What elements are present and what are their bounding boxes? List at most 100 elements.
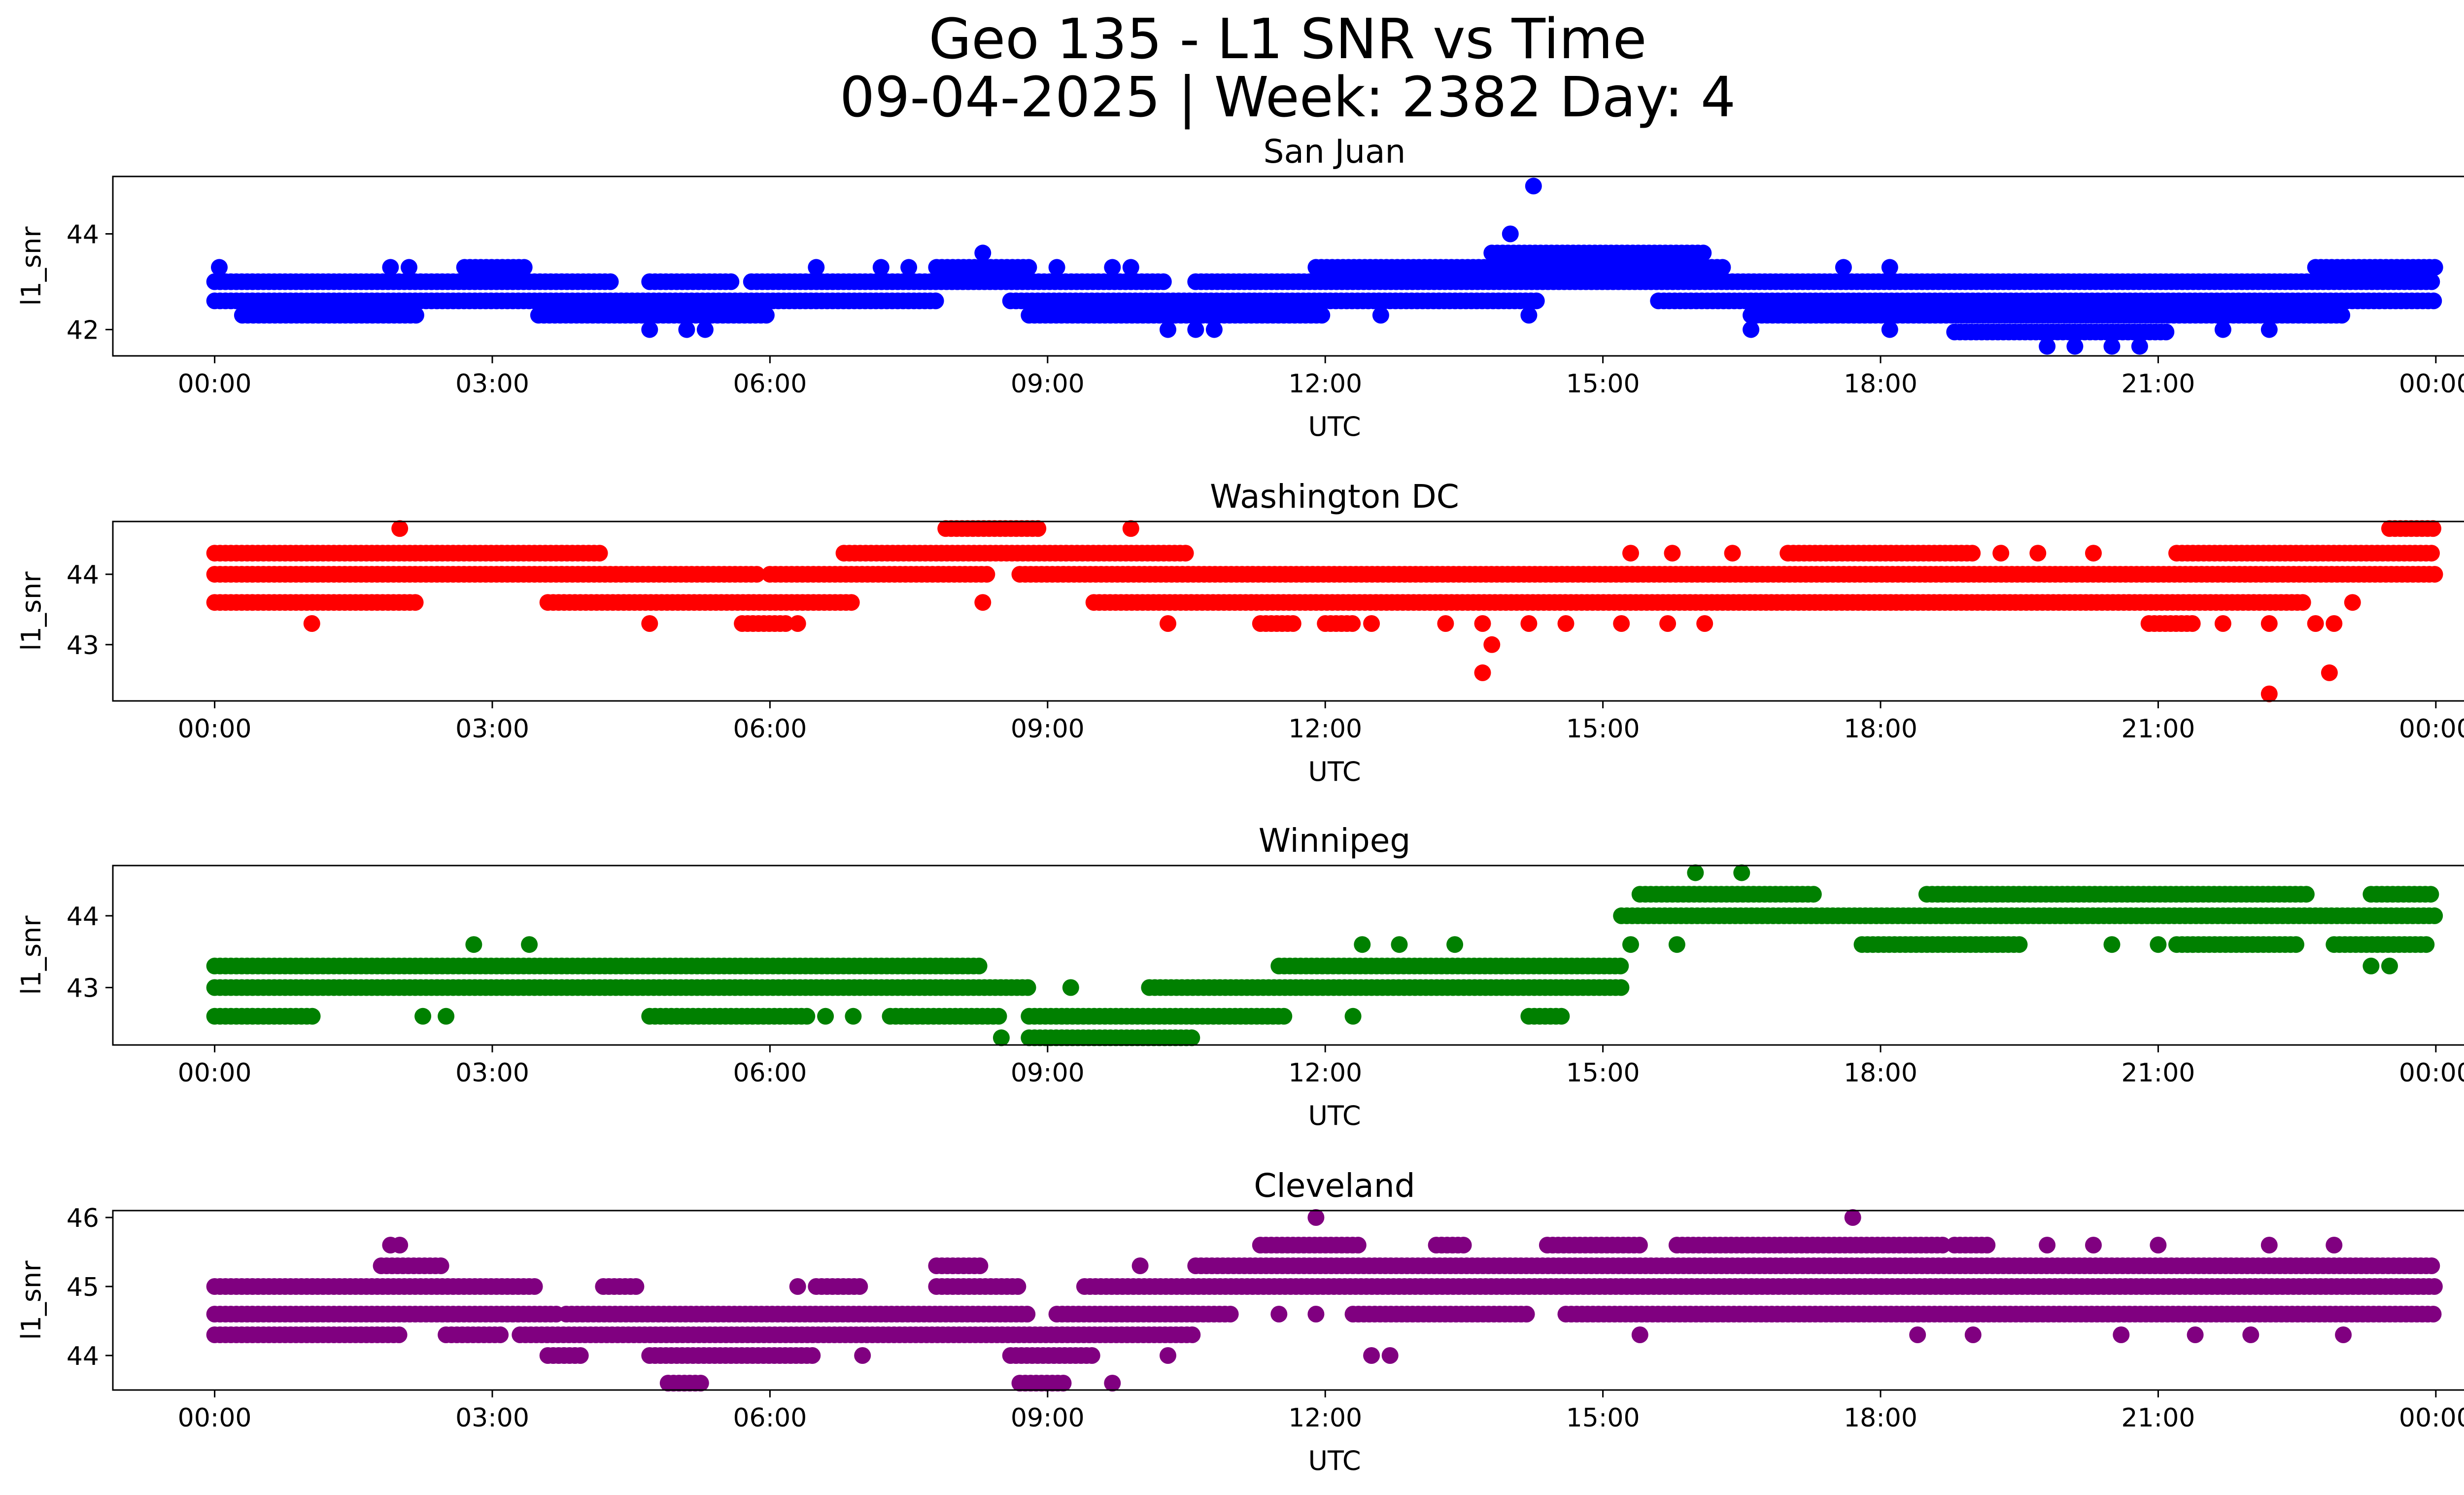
data-point: [1631, 1326, 1648, 1343]
data-point: [2426, 566, 2443, 583]
data-point: [1525, 177, 1542, 195]
data-point: [2242, 1326, 2259, 1343]
data-point: [1055, 1375, 1072, 1391]
data-point: [843, 594, 860, 611]
data-point: [757, 307, 775, 324]
data-point: [382, 259, 399, 276]
data-point: [1349, 1237, 1367, 1253]
x-axis-label: UTC: [1308, 411, 1361, 442]
x-tick-label: 15:00: [1566, 369, 1640, 399]
data-point: [1122, 259, 1139, 276]
data-point: [1048, 259, 1065, 276]
data-point: [432, 1257, 449, 1274]
data-point: [900, 259, 918, 276]
x-tick-label: 21:00: [2122, 1403, 2195, 1433]
data-point: [2039, 1237, 2056, 1253]
data-point: [748, 566, 765, 583]
subplot-title: San Juan: [1264, 133, 1406, 171]
x-tick-label: 18:00: [1844, 1403, 1917, 1433]
data-point: [2426, 1278, 2443, 1295]
data-point: [390, 1326, 408, 1343]
x-tick-label: 15:00: [1566, 1403, 1640, 1433]
data-point: [211, 259, 228, 276]
data-point: [971, 1257, 989, 1274]
data-point: [2187, 1326, 2204, 1343]
x-axis-label: UTC: [1308, 1445, 1361, 1476]
data-point: [1187, 321, 1204, 338]
data-point: [808, 259, 825, 276]
data-point: [1964, 1326, 1982, 1343]
data-point: [1160, 321, 1176, 338]
data-point: [1381, 1347, 1399, 1364]
data-point: [1020, 259, 1037, 276]
data-point: [407, 307, 424, 324]
data-point: [872, 259, 890, 276]
data-point: [2260, 321, 2278, 338]
data-point: [1155, 273, 1172, 290]
data-point: [2425, 292, 2442, 310]
data-point: [1009, 1278, 1027, 1295]
figure-title-line1: Geo 135 - L1 SNR vs Time: [928, 7, 1647, 71]
data-point: [2039, 338, 2056, 355]
data-point: [2333, 307, 2351, 324]
data-point: [2426, 259, 2443, 276]
x-tick-label: 12:00: [1288, 1403, 1362, 1433]
data-point: [1131, 1257, 1149, 1274]
x-tick-label: 06:00: [733, 369, 807, 399]
data-point: [391, 1237, 409, 1253]
y-axis-label: l1_snr: [16, 1260, 47, 1340]
data-point: [692, 1375, 709, 1391]
data-point: [627, 1278, 645, 1295]
data-point: [1307, 1209, 1325, 1226]
data-point: [1881, 259, 1898, 276]
data-point: [2113, 1326, 2130, 1343]
data-point: [978, 566, 995, 583]
data-point: [696, 321, 714, 338]
x-tick-label: 03:00: [455, 369, 529, 399]
data-point: [1835, 259, 1852, 276]
data-point: [1520, 307, 1538, 324]
data-point: [804, 1347, 821, 1364]
scatter-series: [206, 177, 2443, 355]
data-point: [1313, 307, 1331, 324]
data-point: [1881, 321, 1898, 338]
data-point: [1083, 1347, 1100, 1364]
data-point: [1372, 307, 1389, 324]
data-point: [1455, 1237, 1472, 1253]
data-point: [2335, 1326, 2352, 1343]
data-point: [1695, 244, 1712, 262]
data-point: [851, 1278, 868, 1295]
data-point: [641, 321, 658, 338]
x-tick-label: 00:00: [178, 1403, 252, 1433]
data-point: [2326, 1237, 2343, 1253]
x-tick-label: 09:00: [1011, 369, 1085, 399]
data-point: [1184, 1326, 1201, 1343]
data-point: [1104, 259, 1121, 276]
data-point: [1019, 1306, 1036, 1322]
data-point: [2260, 1237, 2278, 1253]
x-tick-label: 03:00: [455, 1403, 529, 1433]
scatter-series: [206, 520, 2443, 702]
x-tick-label: 06:00: [733, 1403, 807, 1433]
data-point: [2423, 545, 2440, 562]
x-tick-label: 18:00: [1844, 369, 1917, 399]
figure-title-line2: 09-04-2025 | Week: 2382 Day: 4: [839, 66, 1736, 130]
y-tick-label: 42: [67, 316, 99, 346]
x-tick-label: 00:00: [2399, 369, 2464, 399]
data-point: [2157, 323, 2175, 341]
data-point: [789, 1278, 806, 1295]
data-point: [1205, 321, 1223, 338]
data-point: [1979, 1237, 1996, 1253]
data-point: [1518, 1306, 1535, 1322]
data-point: [1502, 225, 1519, 243]
y-tick-label: 44: [67, 1342, 99, 1371]
data-point: [2214, 321, 2231, 338]
data-point: [1528, 292, 1545, 310]
data-point: [678, 321, 695, 338]
data-point: [2085, 1237, 2102, 1253]
scatter-series: [206, 1209, 2443, 1391]
